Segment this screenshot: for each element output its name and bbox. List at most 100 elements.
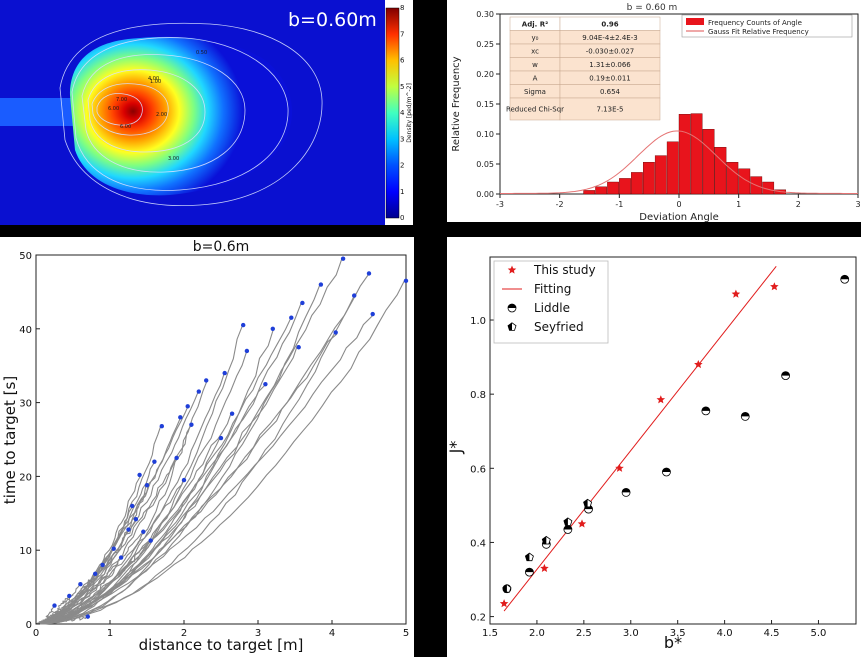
svg-text:6.00: 6.00 xyxy=(108,106,119,112)
trajectory-x-tick-label: 1 xyxy=(107,628,113,639)
trajectory-endpoint xyxy=(111,546,116,551)
marker-fill xyxy=(525,553,530,561)
fit-table-value: 9.04E-4±2.4E-3 xyxy=(582,34,637,42)
scatter-x-tick-label: 3.0 xyxy=(623,628,639,639)
fit-table-value: 7.13E-5 xyxy=(597,106,624,114)
histogram-x-tick-label: -3 xyxy=(496,200,504,209)
histogram-x-tick-label: -2 xyxy=(556,200,564,209)
marker-fill xyxy=(701,406,710,411)
trajectory-xlabel: distance to target [m] xyxy=(139,636,304,654)
histogram-bar xyxy=(642,161,655,195)
fitting-line xyxy=(503,265,777,612)
liddle-point xyxy=(525,567,534,577)
trajectory-endpoint xyxy=(78,581,83,587)
this-study-point xyxy=(615,463,624,472)
histogram-bar xyxy=(666,141,679,195)
trajectory-panel: b=0.6m 0 1 2 3 4 5 0 10 20 30 40 50 distance to ta… xyxy=(0,237,414,657)
colorbar-ticks: 0 1 2 3 4 5 6 7 8 xyxy=(400,4,405,222)
histogram-y-tick-label: 0.30 xyxy=(476,10,494,19)
trajectory-endpoint xyxy=(289,315,294,320)
trajectory-y-tick-label: 10 xyxy=(19,546,32,557)
svg-text:4.00: 4.00 xyxy=(148,76,159,82)
legend-marker-this-study xyxy=(507,265,517,274)
fit-parameters-table: Adj. R² 0.96 y₀ 9.04E-4±2.4E-3 xc -0.030±0.02… xyxy=(506,16,661,121)
colorbar-tick-label: 2 xyxy=(400,162,404,170)
marker-fill xyxy=(508,304,516,308)
liddle-point xyxy=(662,467,671,477)
marker-fill xyxy=(563,525,572,530)
marker-fill xyxy=(583,499,588,507)
trajectory-line xyxy=(35,322,244,625)
colorbar-tick-label: 3 xyxy=(400,135,404,143)
marker-fill xyxy=(622,488,631,493)
marker-fill xyxy=(542,536,547,544)
histogram-y-tick-label: 0.10 xyxy=(476,130,494,139)
trajectory-endpoint xyxy=(159,424,164,429)
seyfried-point xyxy=(524,552,534,562)
marker-fill xyxy=(781,371,790,376)
scatter-x-tick-label: 4.0 xyxy=(717,628,733,639)
trajectory-line xyxy=(35,345,298,625)
histogram-bar xyxy=(595,186,607,195)
colorbar-tick-label: 7 xyxy=(400,30,404,38)
trajectory-endpoint xyxy=(352,293,357,298)
histogram-bar xyxy=(678,113,691,195)
trajectory-endpoint xyxy=(318,282,324,287)
trajectory-endpoint xyxy=(85,614,91,619)
trajectory-endpoint xyxy=(370,311,375,317)
trajectory-chart: b=0.6m 0 1 2 3 4 5 0 10 20 30 40 50 distance to ta… xyxy=(1,239,409,654)
trajectory-y-tick-label: 0 xyxy=(26,620,32,631)
liddle-point xyxy=(740,412,750,421)
trajectory-endpoint xyxy=(126,527,131,532)
histogram-x-tick-label: 0 xyxy=(676,200,681,209)
trajectory-x-ticks: 0 1 2 3 4 5 xyxy=(33,620,409,639)
histogram-xlabel: Deviation Angle xyxy=(639,212,718,222)
trajectory-endpoint xyxy=(229,411,235,416)
legend-swatch-bar xyxy=(686,18,704,25)
trajectory-x-tick-label: 2 xyxy=(181,628,187,639)
scatter-y-tick-label: 0.8 xyxy=(470,390,486,401)
trajectory-endpoint xyxy=(141,529,146,534)
legend-label: Liddle xyxy=(534,301,570,315)
histogram-x-tick-label: 2 xyxy=(796,200,801,209)
marker-fill xyxy=(741,412,750,417)
histogram-bar xyxy=(726,161,739,195)
trajectory-line xyxy=(35,318,291,625)
trajectory-endpoint xyxy=(178,415,183,420)
marker-fill xyxy=(525,568,534,573)
svg-text:1.00: 1.00 xyxy=(150,79,161,85)
histogram-y-tick-label: 0.15 xyxy=(476,100,494,109)
fit-table-key: Adj. R² xyxy=(522,20,548,28)
svg-text:6.00: 6.00 xyxy=(120,124,131,130)
trajectory-endpoint xyxy=(366,271,372,276)
liddle-point xyxy=(701,406,711,416)
density-contours xyxy=(59,22,323,207)
colorbar-tick-label: 6 xyxy=(400,57,405,65)
trajectory-endpoint xyxy=(133,517,139,522)
trajectory-endpoint xyxy=(263,381,268,387)
trajectory-endpoint xyxy=(244,348,250,354)
fit-table-key: xc xyxy=(531,47,539,55)
scatter-x-tick-label: 1.5 xyxy=(482,628,498,639)
this-study-point xyxy=(499,599,509,608)
trajectory-endpoint xyxy=(181,477,187,483)
trajectory-endpoint xyxy=(340,256,346,261)
scatter-legend: This study Fitting Liddle Seyfried xyxy=(493,260,609,344)
seyfried-point xyxy=(502,584,512,593)
trajectory-line xyxy=(35,315,373,625)
scatter-x-tick-label: 5.0 xyxy=(811,628,827,639)
histogram-x-tick-label: -1 xyxy=(615,200,623,209)
svg-text:7.00: 7.00 xyxy=(116,97,127,103)
trajectory-line xyxy=(35,279,406,625)
trajectory-y-ticks: 0 10 20 30 40 50 xyxy=(19,251,40,631)
this-study-point xyxy=(540,563,549,572)
seyfried-point xyxy=(541,535,551,545)
trajectory-endpoint xyxy=(189,422,194,427)
trajectory-endpoint xyxy=(93,571,98,577)
gauss-fit-curve xyxy=(500,130,858,194)
fit-table-key: Reduced Chi-Sqr xyxy=(506,106,564,114)
this-study-point xyxy=(770,282,779,291)
histogram-bar xyxy=(607,181,619,195)
trajectory-endpoint xyxy=(300,300,305,306)
trajectory-endpoint xyxy=(196,389,201,394)
